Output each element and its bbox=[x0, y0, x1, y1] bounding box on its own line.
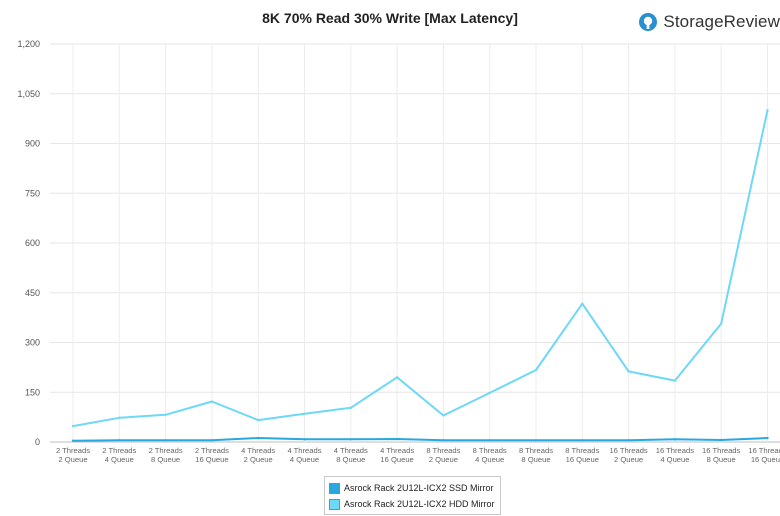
data-point bbox=[164, 413, 167, 417]
data-point bbox=[164, 439, 167, 442]
x-tick-label: 16 Threads bbox=[748, 446, 780, 455]
y-axis: 0 150 300 450 600 750 900 1,050 1,200 bbox=[17, 39, 40, 447]
chart-title: 8K 70% Read 30% Write [Max Latency] bbox=[262, 10, 518, 26]
data-point bbox=[442, 414, 445, 417]
x-tick-label: 8 Queue bbox=[521, 455, 550, 464]
data-point bbox=[534, 439, 538, 442]
data-point bbox=[488, 439, 491, 442]
data-point bbox=[349, 438, 352, 441]
x-tick-label: 4 Queue bbox=[290, 455, 319, 464]
data-point bbox=[720, 322, 723, 325]
x-tick-label: 8 Threads bbox=[565, 446, 599, 455]
x-tick-label: 2 Queue bbox=[614, 455, 643, 464]
x-tick-label: 2 Threads bbox=[149, 446, 183, 455]
y-tick-label: 900 bbox=[25, 139, 40, 149]
y-tick-label: 150 bbox=[25, 387, 40, 397]
y-tick-label: 450 bbox=[25, 288, 40, 298]
data-point bbox=[210, 439, 214, 442]
data-point bbox=[395, 437, 399, 441]
data-point bbox=[673, 379, 677, 382]
x-tick-label: 16 Threads bbox=[609, 446, 647, 455]
x-tick-label: 4 Threads bbox=[334, 446, 368, 455]
x-tick-label: 2 Threads bbox=[102, 446, 136, 455]
data-point bbox=[303, 438, 306, 441]
data-point bbox=[720, 438, 723, 442]
storagereview-logo: StorageReview bbox=[639, 11, 780, 33]
x-tick-label: 8 Queue bbox=[707, 455, 736, 464]
x-tick-label: 2 Threads bbox=[56, 446, 90, 455]
data-point bbox=[210, 400, 214, 403]
x-tick-label: 16 Queue bbox=[195, 455, 228, 464]
x-tick-label: 16 Threads bbox=[656, 446, 694, 455]
x-tick-label: 8 Queue bbox=[336, 455, 365, 464]
y-tick-label: 600 bbox=[25, 238, 40, 248]
data-point bbox=[627, 439, 630, 442]
brand-name: StorageReview bbox=[663, 12, 780, 31]
storagereview-logo-icon bbox=[639, 13, 658, 31]
data-point bbox=[303, 412, 306, 416]
series-line-1 bbox=[72, 437, 769, 442]
x-tick-label: 2 Queue bbox=[244, 455, 273, 464]
data-point bbox=[766, 436, 769, 440]
x-tick-label: 16 Threads bbox=[702, 446, 740, 455]
legend-label: Asrock Rack 2U12L-ICX2 SSD Mirror bbox=[344, 483, 494, 493]
x-tick-label: 2 Threads bbox=[195, 446, 229, 455]
y-tick-label: 750 bbox=[25, 188, 40, 198]
data-point bbox=[488, 391, 491, 395]
legend-item: Asrock Rack 2U12L-ICX2 HDD Mirror bbox=[329, 496, 495, 512]
x-tick-label: 16 Queue bbox=[380, 455, 413, 464]
data-point bbox=[257, 418, 260, 422]
legend-label: Asrock Rack 2U12L-ICX2 HDD Mirror bbox=[344, 499, 495, 509]
x-tick-label: 8 Threads bbox=[473, 446, 507, 455]
y-tick-label: 1,200 bbox=[17, 39, 40, 49]
y-tick-label: 300 bbox=[25, 338, 40, 348]
x-tick-label: 4 Queue bbox=[660, 455, 689, 464]
x-tick-label: 16 Queue bbox=[566, 455, 599, 464]
data-point bbox=[118, 416, 121, 419]
data-point bbox=[581, 302, 584, 305]
grid bbox=[50, 43, 780, 443]
series-line-2 bbox=[72, 109, 769, 428]
x-tick-label: 4 Queue bbox=[475, 455, 504, 464]
x-tick-label: 4 Threads bbox=[380, 446, 414, 455]
data-point bbox=[581, 439, 584, 442]
x-tick-label: 2 Queue bbox=[429, 455, 458, 464]
legend-swatch bbox=[329, 498, 340, 510]
data-point bbox=[673, 438, 677, 441]
x-tick-label: 8 Threads bbox=[519, 446, 553, 455]
data-point bbox=[627, 370, 630, 373]
data-point bbox=[257, 436, 260, 440]
legend-swatch bbox=[329, 482, 340, 494]
data-point bbox=[71, 439, 75, 442]
data-point bbox=[442, 439, 445, 442]
data-point bbox=[534, 368, 538, 372]
data-point bbox=[766, 109, 769, 112]
data-point bbox=[118, 439, 121, 442]
series-lines bbox=[71, 109, 769, 442]
x-tick-label: 4 Threads bbox=[287, 446, 321, 455]
legend: Asrock Rack 2U12L-ICX2 SSD Mirror Asrock … bbox=[324, 476, 501, 515]
x-tick-label: 2 Queue bbox=[58, 455, 87, 464]
x-tick-label: 8 Queue bbox=[151, 455, 180, 464]
x-tick-label: 8 Threads bbox=[426, 446, 460, 455]
data-point bbox=[71, 424, 75, 428]
data-point bbox=[349, 406, 352, 410]
y-tick-label: 0 bbox=[35, 437, 40, 447]
legend-item: Asrock Rack 2U12L-ICX2 SSD Mirror bbox=[329, 480, 495, 496]
x-tick-label: 16 Queue bbox=[751, 455, 780, 464]
x-tick-label: 4 Queue bbox=[105, 455, 134, 464]
x-tick-label: 4 Threads bbox=[241, 446, 275, 455]
y-tick-label: 1,050 bbox=[17, 89, 40, 99]
data-point bbox=[395, 376, 399, 379]
